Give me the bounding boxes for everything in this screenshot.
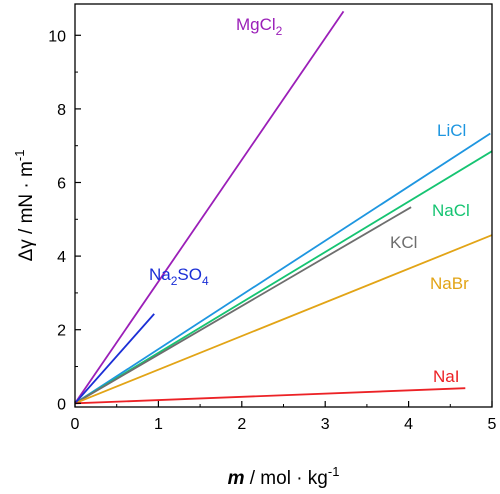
series-line-nacl bbox=[74, 150, 493, 405]
series-label-na2so4: Na2SO4 bbox=[149, 265, 209, 288]
series-layer bbox=[74, 10, 493, 405]
series-label-part: 2 bbox=[171, 274, 178, 288]
series-line-nabr bbox=[74, 234, 493, 405]
series-label-part: 4 bbox=[202, 274, 209, 288]
series-label-nai: NaI bbox=[433, 367, 459, 386]
y-tick-label: 10 bbox=[48, 28, 66, 45]
series-line-nai bbox=[74, 387, 466, 405]
series-line-licl bbox=[74, 132, 491, 405]
x-tick-label: 2 bbox=[237, 416, 246, 433]
plot-frame bbox=[74, 3, 493, 408]
y-tick-label: 2 bbox=[57, 323, 66, 340]
x-tick-label: 0 bbox=[71, 416, 80, 433]
x-axis-title: m / mol · kg-1 bbox=[228, 464, 340, 489]
x-axis-title-unit: / mol · kg bbox=[244, 468, 327, 489]
series-line-mgcl2 bbox=[74, 10, 345, 404]
series-label-nabr: NaBr bbox=[430, 274, 469, 293]
ticks-layer: 0 1 2 3 4 5 0 2 4 6 8 10 bbox=[48, 28, 496, 433]
y-axis-title: Δγ / mN · m-1 bbox=[12, 150, 37, 262]
x-axis-title-symbol: m bbox=[228, 468, 245, 489]
y-axis-title-exponent: -1 bbox=[12, 150, 27, 162]
series-label-part: NaBr bbox=[430, 274, 469, 293]
x-tick-label: 3 bbox=[321, 416, 330, 433]
series-label-part: LiCl bbox=[437, 121, 466, 140]
series-label-part: NaCl bbox=[432, 201, 470, 220]
x-axis-title-exponent: -1 bbox=[328, 464, 340, 479]
series-label-part: MgCl bbox=[236, 15, 276, 34]
series-line-na2so4 bbox=[74, 313, 155, 404]
y-tick-label: 0 bbox=[57, 396, 66, 413]
x-tick-label: 5 bbox=[488, 416, 497, 433]
series-label-kcl: KCl bbox=[390, 233, 417, 252]
series-label-part: NaI bbox=[433, 367, 459, 386]
series-label-part: 2 bbox=[276, 24, 283, 38]
x-tick-label: 1 bbox=[154, 416, 163, 433]
series-label-nacl: NaCl bbox=[432, 201, 470, 220]
x-tick-label: 4 bbox=[404, 416, 413, 433]
y-tick-label: 6 bbox=[57, 175, 66, 192]
series-label-part: KCl bbox=[390, 233, 417, 252]
y-tick-label: 8 bbox=[57, 102, 66, 119]
series-label-licl: LiCl bbox=[437, 121, 466, 140]
series-label-part: SO bbox=[177, 265, 202, 284]
series-label-mgcl2: MgCl2 bbox=[236, 15, 283, 38]
y-axis-title-main: Δγ / mN · m bbox=[16, 161, 37, 261]
y-tick-label: 4 bbox=[57, 249, 66, 266]
series-label-part: Na bbox=[149, 265, 171, 284]
series-line-kcl bbox=[74, 206, 412, 405]
